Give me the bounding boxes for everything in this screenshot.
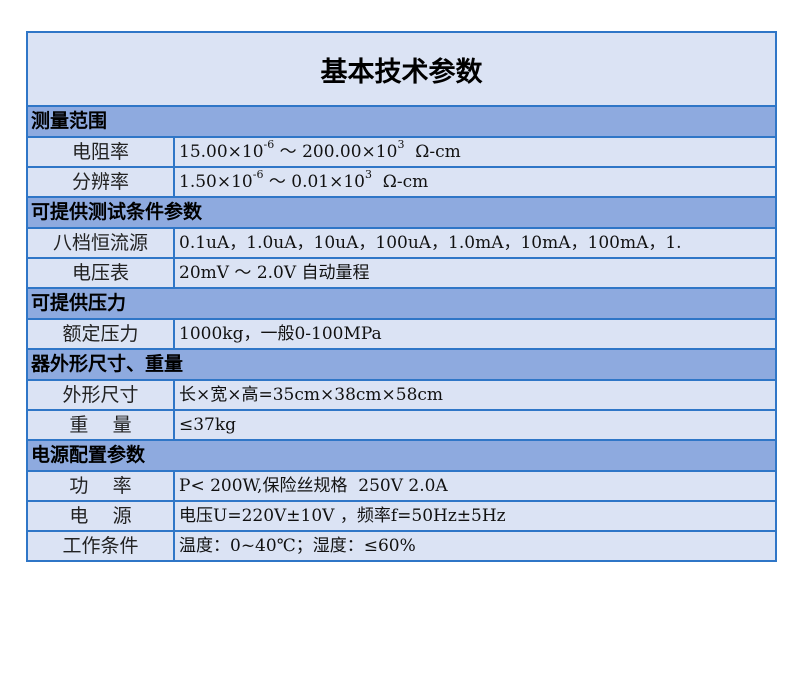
section-header: 器外形尺寸、重量 [28,350,775,381]
section-header: 测量范围 [28,107,775,138]
table-row: 功 率 P< 200W,保险丝规格 250V 2.0A [28,472,775,502]
row-label: 外形尺寸 [28,381,175,409]
row-value: P< 200W,保险丝规格 250V 2.0A [179,476,448,496]
section-header: 电源配置参数 [28,441,775,472]
row-value: 电压U=220V±10V ，频率f=50Hz±5Hz [179,506,506,526]
section-header: 可提供压力 [28,289,775,320]
table-row: 重 量 ≤37kg [28,411,775,441]
table-row: 电压表 20mV ～ 2.0V 自动量程 [28,259,775,289]
section-header: 可提供测试条件参数 [28,198,775,229]
table-row: 工作条件 温度：0~40℃；湿度：≤60% [28,532,775,560]
row-value: ≤37kg [179,415,237,435]
row-label: 电阻率 [28,138,175,166]
table-row: 分辨率 1.50×10-6 ～ 0.01×103 Ω-cm [28,168,775,198]
row-label: 八档恒流源 [28,229,175,257]
row-label: 分辨率 [28,168,175,196]
row-value: 长×宽×高=35cm×38cm×58cm [179,385,444,405]
row-label: 电 源 [28,502,175,530]
row-value: 1.50×10-6 ～ 0.01×103 Ω-cm [179,168,429,192]
table-row: 外形尺寸 长×宽×高=35cm×38cm×58cm [28,381,775,411]
row-value: 15.00×10-6 ～ 200.00×103 Ω-cm [179,138,461,162]
row-value: 1000kg，一般0-100MPa [179,324,382,344]
row-label: 功 率 [28,472,175,500]
row-value: 温度：0~40℃；湿度：≤60% [179,536,416,556]
table-row: 电 源 电压U=220V±10V ，频率f=50Hz±5Hz [28,502,775,532]
spec-table: 基本技术参数 测量范围 电阻率 15.00×10-6 ～ 200.00×103 … [26,31,777,562]
row-label: 重 量 [28,411,175,439]
row-label: 额定压力 [28,320,175,348]
table-row: 八档恒流源 0.1uA，1.0uA，10uA，100uA，1.0mA，10mA，… [28,229,775,259]
table-row: 电阻率 15.00×10-6 ～ 200.00×103 Ω-cm [28,138,775,168]
row-label: 工作条件 [28,532,175,560]
row-value: 20mV ～ 2.0V 自动量程 [179,263,370,283]
row-label: 电压表 [28,259,175,287]
row-value: 0.1uA，1.0uA，10uA，100uA，1.0mA，10mA，100mA，… [179,233,682,253]
table-row: 额定压力 1000kg，一般0-100MPa [28,320,775,350]
table-title: 基本技术参数 [28,33,775,107]
